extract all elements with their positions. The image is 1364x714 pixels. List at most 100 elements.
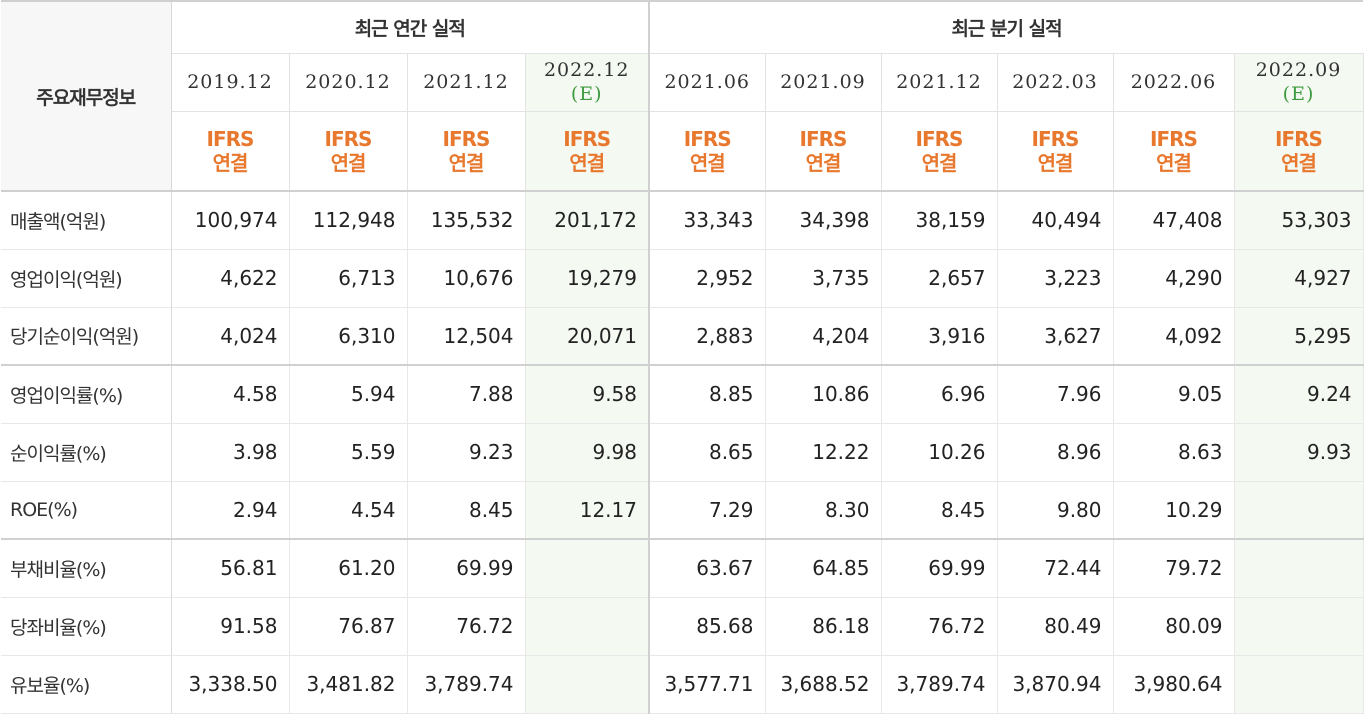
period-header-2: 2020.12 xyxy=(289,53,408,112)
consolidated-text: 연결 xyxy=(569,150,605,175)
estimate-marker: (E) xyxy=(570,83,603,105)
table-cell xyxy=(1234,481,1364,540)
table-cell: 3,870.94 xyxy=(997,655,1114,714)
consolidated-text: 연결 xyxy=(212,150,249,175)
table-row: 영업이익률(%) 4.58 5.94 7.88 9.58 8.85 10.86 6.96 7.9… xyxy=(1,365,1364,424)
table-cell: 4,290 xyxy=(1113,249,1235,308)
table-cell xyxy=(1234,597,1364,656)
period-label: 2022.06 xyxy=(1130,71,1217,93)
table-body: 매출액(억원) 100,974 112,948 135,532 201,172 33,34… xyxy=(1,191,1364,714)
consolidated-text: 연결 xyxy=(330,150,367,175)
period-header-7: 2021.12 xyxy=(881,53,998,112)
ifrs-consolidated-label-4: IFRS 연결 xyxy=(525,111,650,192)
table-cell: 3,627 xyxy=(997,307,1114,366)
table-cell: 2.94 xyxy=(171,481,290,540)
table-cell: 80.09 xyxy=(1113,597,1235,656)
table-cell: 5.94 xyxy=(289,365,408,424)
table-cell: 20,071 xyxy=(525,307,650,366)
table-cell: 19,279 xyxy=(525,249,650,308)
table-cell: 100,974 xyxy=(171,191,290,250)
period-header-row: 2019.12 2020.12 2021.12 2022.12 (E) 2021.06 20… xyxy=(1,53,1364,112)
table-cell: 6,310 xyxy=(289,307,408,366)
consolidated-text: 연결 xyxy=(1037,150,1074,175)
table-cell: 5,295 xyxy=(1234,307,1364,366)
table-cell: 63.67 xyxy=(649,539,766,598)
table-cell xyxy=(1234,539,1364,598)
table-cell: 76.87 xyxy=(289,597,408,656)
table-cell: 10.29 xyxy=(1113,481,1235,540)
annual-results-header: 최근 연간 실적 xyxy=(171,0,650,54)
estimate-marker: (E) xyxy=(1282,83,1315,105)
ifrs-consolidated-label-3: IFRS 연결 xyxy=(407,111,526,192)
row-label: 당기순이익(억원) xyxy=(1,307,172,366)
ifrs-text: IFRS xyxy=(563,126,611,151)
table-cell: 40,494 xyxy=(997,191,1114,250)
quarterly-results-header: 최근 분기 실적 xyxy=(649,0,1364,54)
table-cell: 7.29 xyxy=(649,481,766,540)
table-row: 부채비율(%) 56.81 61.20 69.99 63.67 64.85 69.99 72.… xyxy=(1,539,1364,598)
table-cell: 7.88 xyxy=(407,365,526,424)
table-cell: 8.30 xyxy=(765,481,882,540)
period-label: 2022.09 xyxy=(1255,59,1342,81)
table-cell: 9.24 xyxy=(1234,365,1364,424)
table-cell: 80.49 xyxy=(997,597,1114,656)
table-row: 당좌비율(%) 91.58 76.87 76.72 85.68 86.18 76.72 80.… xyxy=(1,597,1364,656)
table-cell: 3,735 xyxy=(765,249,882,308)
table-cell: 9.93 xyxy=(1234,423,1364,482)
table-cell: 56.81 xyxy=(171,539,290,598)
consolidated-text: 연결 xyxy=(805,150,842,175)
table-row: 매출액(억원) 100,974 112,948 135,532 201,172 33,34… xyxy=(1,191,1364,250)
consolidated-text: 연결 xyxy=(689,150,726,175)
table-cell: 3,980.64 xyxy=(1113,655,1235,714)
period-label: 2020.12 xyxy=(305,71,391,93)
table-cell: 8.96 xyxy=(997,423,1114,482)
table-cell: 34,398 xyxy=(765,191,882,250)
ifrs-consolidated-label-10: IFRS 연결 xyxy=(1234,111,1364,192)
table-cell: 112,948 xyxy=(289,191,408,250)
ifrs-text: IFRS xyxy=(1275,126,1323,151)
table-cell: 5.59 xyxy=(289,423,408,482)
table-cell: 91.58 xyxy=(171,597,290,656)
table-cell: 76.72 xyxy=(407,597,526,656)
table-cell: 6,713 xyxy=(289,249,408,308)
table-cell: 9.98 xyxy=(525,423,650,482)
table-cell: 3,688.52 xyxy=(765,655,882,714)
period-label: 2022.12 xyxy=(543,59,630,81)
row-label: ROE(%) xyxy=(1,481,172,540)
table-row: 당기순이익(억원) 4,024 6,310 12,504 20,071 2,883 4,20… xyxy=(1,307,1364,366)
ifrs-header-row: IFRS 연결 IFRS 연결 IFRS 연결 IFRS 연결 IFRS 연결 IFRS 연결 IFRS… xyxy=(1,111,1364,192)
table-cell: 38,159 xyxy=(881,191,998,250)
row-label: 유보율(%) xyxy=(1,655,172,714)
table-cell: 10.86 xyxy=(765,365,882,424)
row-header-title: 주요재무정보 xyxy=(1,0,172,192)
period-label: 2021.06 xyxy=(664,71,751,93)
table-row: 유보율(%) 3,338.50 3,481.82 3,789.74 3,577.71 3,… xyxy=(1,655,1364,714)
table-cell: 135,532 xyxy=(407,191,526,250)
table-cell: 201,172 xyxy=(525,191,650,250)
table-cell: 3,577.71 xyxy=(649,655,766,714)
table-cell xyxy=(525,655,650,714)
ifrs-consolidated-label-5: IFRS 연결 xyxy=(649,111,766,192)
row-label: 매출액(억원) xyxy=(1,191,172,250)
table-cell: 2,952 xyxy=(649,249,766,308)
table-cell: 4.54 xyxy=(289,481,408,540)
table-cell: 53,303 xyxy=(1234,191,1364,250)
ifrs-consolidated-label-8: IFRS 연결 xyxy=(997,111,1114,192)
table-cell: 3,789.74 xyxy=(407,655,526,714)
period-header-3: 2021.12 xyxy=(407,53,526,112)
period-label: 2021.09 xyxy=(780,71,866,93)
table-cell: 72.44 xyxy=(997,539,1114,598)
consolidated-text: 연결 xyxy=(448,150,485,175)
ifrs-text: IFRS xyxy=(1031,126,1080,151)
table-row: 영업이익(억원) 4,622 6,713 10,676 19,279 2,952 3,735… xyxy=(1,249,1364,308)
period-label: 2019.12 xyxy=(187,71,273,93)
table-cell: 4,622 xyxy=(171,249,290,308)
period-label: 2021.12 xyxy=(896,71,982,93)
table-cell: 12,504 xyxy=(407,307,526,366)
table-cell: 3.98 xyxy=(171,423,290,482)
table-cell: 47,408 xyxy=(1113,191,1235,250)
consolidated-text: 연결 xyxy=(921,150,958,175)
table-cell: 3,223 xyxy=(997,249,1114,308)
row-label: 순이익률(%) xyxy=(1,423,172,482)
